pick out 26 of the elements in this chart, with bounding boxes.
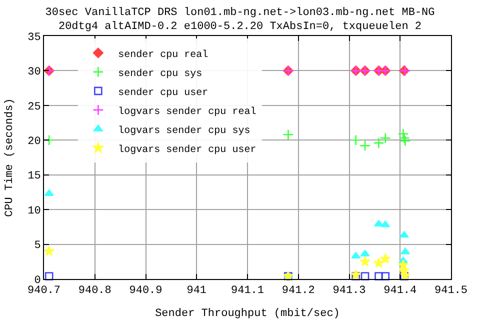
legend-label: sender cpu user: [118, 86, 208, 99]
legend-label: sender cpu sys: [118, 68, 202, 80]
legend-label: logvars sender cpu real: [118, 106, 256, 118]
x-axis-title: Sender Throughput (mbit/sec): [155, 308, 340, 320]
y-tick-label: 0: [34, 274, 41, 287]
x-tick-label: 940.8: [78, 285, 112, 298]
y-tick-label: 20: [28, 136, 41, 148]
x-tick-label: 941.1: [230, 285, 264, 298]
x-tick-label: 941.2: [282, 285, 315, 298]
y-tick-label: 5: [34, 240, 41, 252]
legend-label: logvars sender cpu user: [118, 144, 256, 156]
chart-title: 30sec VanillaTCP DRS lon01.mb-ng.net->lon03.mb-ng.net MB-NG 20dtg4 altAIMD-0.2 e1000-5.2.20 TxAbsIn=0, txqueuelen 2: [45, 6, 435, 34]
y-tick-label: 30: [28, 66, 41, 79]
x-tick-label: 940.7: [27, 285, 61, 298]
x-tick-label: 941: [186, 285, 207, 298]
legend-label: sender cpu real: [118, 48, 208, 61]
x-tick-label: 940.9: [129, 285, 162, 298]
y-axis-title: CPU Time (seconds): [4, 98, 16, 217]
x-tick-label: 941.4: [384, 285, 418, 298]
x-tick-label: 941.5: [434, 285, 468, 298]
y-tick-label: 25: [28, 101, 41, 114]
y-tick-label: 10: [28, 205, 41, 218]
y-tick-label: 35: [28, 32, 41, 44]
x-tick-label: 941.3: [332, 285, 366, 298]
legend-label: logvars sender cpu sys: [118, 124, 250, 137]
y-tick-label: 15: [28, 170, 41, 183]
